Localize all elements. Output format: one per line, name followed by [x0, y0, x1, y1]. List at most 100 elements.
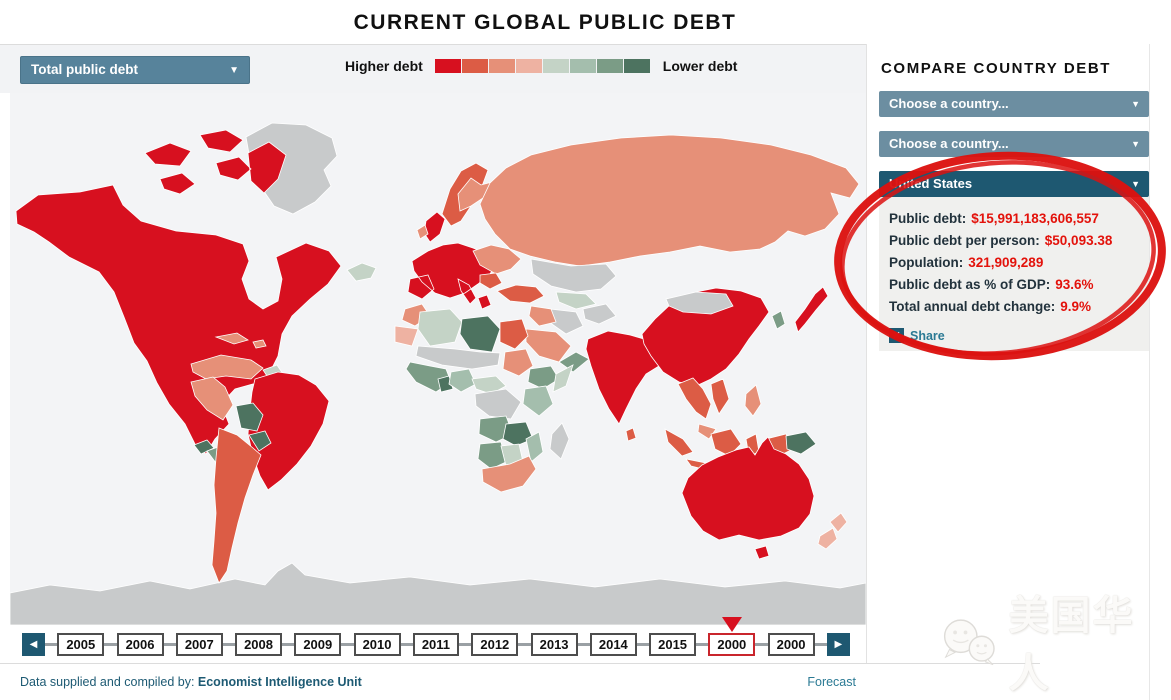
- stat-annual-debt-change: Total annual debt change: 9.9%: [889, 299, 1092, 314]
- legend-swatch: [434, 59, 461, 73]
- world-map-container: [10, 93, 866, 625]
- map-region-congo[interactable]: [474, 388, 522, 420]
- credit-source: Economist Intelligence Unit: [197, 675, 362, 689]
- country-stats-box: Public debt: $15,991,183,606,557 Public d…: [879, 197, 1149, 351]
- map-region-argentina-chile[interactable]: [211, 427, 262, 584]
- map-region-ireland[interactable]: [416, 224, 429, 240]
- compare-panel-title: COMPARE COUNTRY DEBT: [881, 60, 1112, 77]
- map-region-bolivia[interactable]: [235, 402, 264, 432]
- timeline-year[interactable]: 2000: [767, 632, 815, 656]
- timeline-year[interactable]: 2008: [235, 632, 282, 656]
- map-region-colombia-venezuela[interactable]: [190, 354, 264, 380]
- map-region-kenya-tanzania[interactable]: [522, 385, 554, 417]
- map-region-papua-new-guinea[interactable]: [785, 431, 817, 455]
- arrow-left-icon: ◀: [29, 638, 38, 650]
- map-region-afghanistan[interactable]: [582, 303, 617, 325]
- page-title: CURRENT GLOBAL PUBLIC DEBT: [353, 11, 737, 34]
- map-region-zambia-zimbabwe[interactable]: [502, 421, 534, 447]
- timeline-year[interactable]: 2011: [412, 632, 460, 656]
- footer: Data supplied and compiled by: Economist…: [0, 663, 1171, 700]
- share-button[interactable]: ✕ Share: [889, 328, 1149, 343]
- country-dropdown-selected[interactable]: United States ▼: [879, 171, 1149, 197]
- chevron-down-icon: ▼: [1131, 179, 1140, 189]
- legend-swatch: [542, 59, 569, 73]
- map-region-se-asia-mainland[interactable]: [677, 377, 712, 420]
- map-region-peru[interactable]: [190, 376, 234, 421]
- timeline-year[interactable]: 2015: [649, 632, 697, 656]
- map-region-eastern-europe[interactable]: [472, 244, 522, 275]
- map-region-arctic-islands[interactable]: [144, 129, 287, 195]
- map-region-mozambique[interactable]: [525, 431, 544, 463]
- timeline-year[interactable]: 2010: [353, 632, 401, 656]
- country-dropdown-2[interactable]: Choose a country... ▼: [879, 131, 1149, 157]
- map-region-iceland[interactable]: [346, 262, 377, 282]
- map-region-paraguay[interactable]: [248, 430, 272, 452]
- year-timeline: ◀ 2005 2006 2007 2008 2009 2010 2011 201…: [10, 616, 858, 663]
- map-region-new-zealand[interactable]: [817, 512, 848, 550]
- timeline-year[interactable]: 2013: [530, 632, 578, 656]
- stat-debt-per-person: Public debt per person: $50,093.38: [889, 233, 1113, 248]
- stat-debt-pct-gdp: Public debt as % of GDP: 93.6%: [889, 277, 1094, 292]
- timeline-year[interactable]: 2009: [294, 632, 342, 656]
- map-region-kazakhstan[interactable]: [530, 258, 617, 293]
- map-region-sudan[interactable]: [502, 348, 534, 377]
- forecast-label: Forecast: [807, 675, 856, 689]
- map-region-balkans[interactable]: [479, 272, 503, 290]
- timeline-year[interactable]: 2012: [471, 632, 519, 656]
- map-region-central-america[interactable]: [193, 439, 215, 455]
- stat-population: Population: 321,909,289: [889, 255, 1044, 270]
- map-region-egypt[interactable]: [499, 318, 529, 350]
- timeline-year[interactable]: 2007: [175, 632, 223, 656]
- map-region-antarctica[interactable]: [10, 562, 866, 625]
- map-region-nigeria[interactable]: [448, 368, 477, 393]
- map-region-iraq-syria[interactable]: [528, 305, 557, 327]
- metric-dropdown[interactable]: Total public debt ▼: [20, 56, 250, 84]
- map-region-ethiopia[interactable]: [527, 365, 560, 390]
- share-icon: ✕: [889, 328, 904, 343]
- timeline-prev-button[interactable]: ◀: [22, 632, 45, 656]
- map-region-namibia[interactable]: [477, 441, 507, 470]
- map-region-ghana[interactable]: [437, 375, 454, 393]
- timeline-year[interactable]: 2005: [57, 632, 105, 656]
- map-region-mauritania[interactable]: [394, 325, 419, 347]
- map-region-cuba[interactable]: [214, 332, 249, 345]
- map-region-russia[interactable]: [479, 134, 860, 267]
- map-region-algeria[interactable]: [417, 308, 463, 347]
- legend-swatch: [623, 59, 650, 73]
- map-region-sri-lanka[interactable]: [625, 427, 637, 442]
- map-region-korea[interactable]: [771, 310, 786, 330]
- map-region-tasmania[interactable]: [754, 545, 770, 560]
- map-region-somalia[interactable]: [552, 364, 574, 393]
- stat-public-debt: Public debt: $15,991,183,606,557: [889, 211, 1099, 226]
- map-region-philippines[interactable]: [744, 384, 762, 417]
- map-region-turkey[interactable]: [496, 284, 545, 304]
- map-region-mongolia[interactable]: [665, 291, 734, 315]
- map-region-sahel[interactable]: [415, 345, 501, 370]
- legend-swatch: [461, 59, 488, 73]
- map-region-central-asia[interactable]: [555, 291, 597, 310]
- country-dropdown-1[interactable]: Choose a country... ▼: [879, 91, 1149, 117]
- map-region-japan[interactable]: [794, 286, 829, 333]
- chevron-down-icon: ▼: [229, 65, 239, 76]
- map-region-vietnam[interactable]: [710, 378, 730, 415]
- timeline-year[interactable]: 2006: [116, 632, 164, 656]
- legend-swatch: [596, 59, 623, 73]
- map-region-hispaniola[interactable]: [252, 339, 267, 349]
- timeline-next-button[interactable]: ▶: [826, 632, 850, 656]
- timeline-year[interactable]: 2014: [589, 632, 637, 656]
- chevron-down-icon: ▼: [1131, 139, 1140, 149]
- legend-lower-label: Lower debt: [662, 58, 738, 74]
- map-region-libya[interactable]: [459, 315, 501, 353]
- map-region-south-africa[interactable]: [481, 455, 537, 493]
- legend-swatch: [488, 59, 515, 73]
- data-credit: Data supplied and compiled by: Economist…: [20, 675, 362, 689]
- legend-swatch: [515, 59, 542, 73]
- timeline-year-selected[interactable]: 2000: [708, 616, 756, 656]
- title-bar: CURRENT GLOBAL PUBLIC DEBT: [0, 0, 1090, 44]
- map-region-madagascar[interactable]: [549, 422, 570, 460]
- map-region-australia[interactable]: [681, 436, 815, 541]
- world-choropleth-map[interactable]: [10, 93, 866, 625]
- map-region-india[interactable]: [585, 330, 667, 425]
- debt-color-legend: Higher debt Lower debt: [345, 58, 737, 74]
